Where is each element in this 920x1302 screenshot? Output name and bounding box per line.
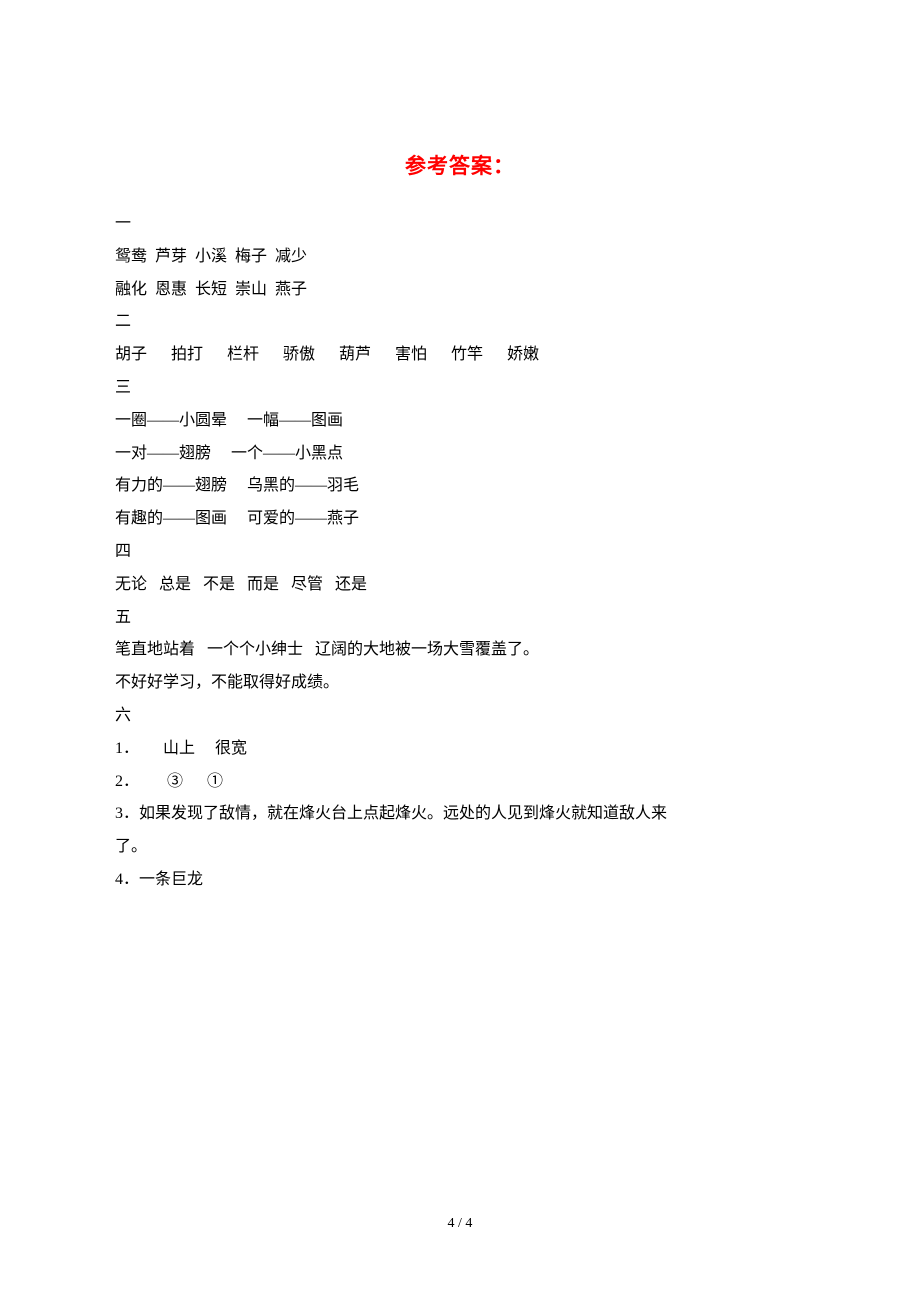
section-six-line3: 3．如果发现了敌情，就在烽火台上点起烽火。远处的人见到烽火就知道敌人来 <box>115 798 805 831</box>
section-five-line2: 不好好学习，不能取得好成绩。 <box>115 667 805 700</box>
section-two-header: 二 <box>115 306 805 339</box>
content-body: 一 鸳鸯 芦芽 小溪 梅子 减少 融化 恩惠 长短 崇山 燕子 二 胡子 拍打 … <box>115 208 805 897</box>
section-three-line4: 有趣的——图画 可爱的——燕子 <box>115 503 805 536</box>
section-three-line3: 有力的——翅膀 乌黑的——羽毛 <box>115 470 805 503</box>
section-six-line1: 1． 山上 很宽 <box>115 733 805 766</box>
section-one-line2: 融化 恩惠 长短 崇山 燕子 <box>115 274 805 307</box>
section-five-line1: 笔直地站着 一个个小绅士 辽阔的大地被一场大雪覆盖了。 <box>115 634 805 667</box>
section-four-line1: 无论 总是 不是 而是 尽管 还是 <box>115 569 805 602</box>
section-six-line4: 了。 <box>115 831 805 864</box>
section-six-header: 六 <box>115 700 805 733</box>
section-one-line1: 鸳鸯 芦芽 小溪 梅子 减少 <box>115 241 805 274</box>
section-one-header: 一 <box>115 208 805 241</box>
section-six-line2: 2． ③ ① <box>115 766 805 799</box>
section-three-header: 三 <box>115 372 805 405</box>
section-three-line2: 一对——翅膀 一个——小黑点 <box>115 438 805 471</box>
section-six-line5: 4．一条巨龙 <box>115 864 805 897</box>
page-number: 4 / 4 <box>0 1216 920 1232</box>
section-five-header: 五 <box>115 602 805 635</box>
section-four-header: 四 <box>115 536 805 569</box>
section-three-line1: 一圈——小圆晕 一幅——图画 <box>115 405 805 438</box>
section-two-line1: 胡子 拍打 栏杆 骄傲 葫芦 害怕 竹竿 娇嫩 <box>115 339 805 372</box>
answer-key-title: 参考答案： <box>115 150 805 180</box>
